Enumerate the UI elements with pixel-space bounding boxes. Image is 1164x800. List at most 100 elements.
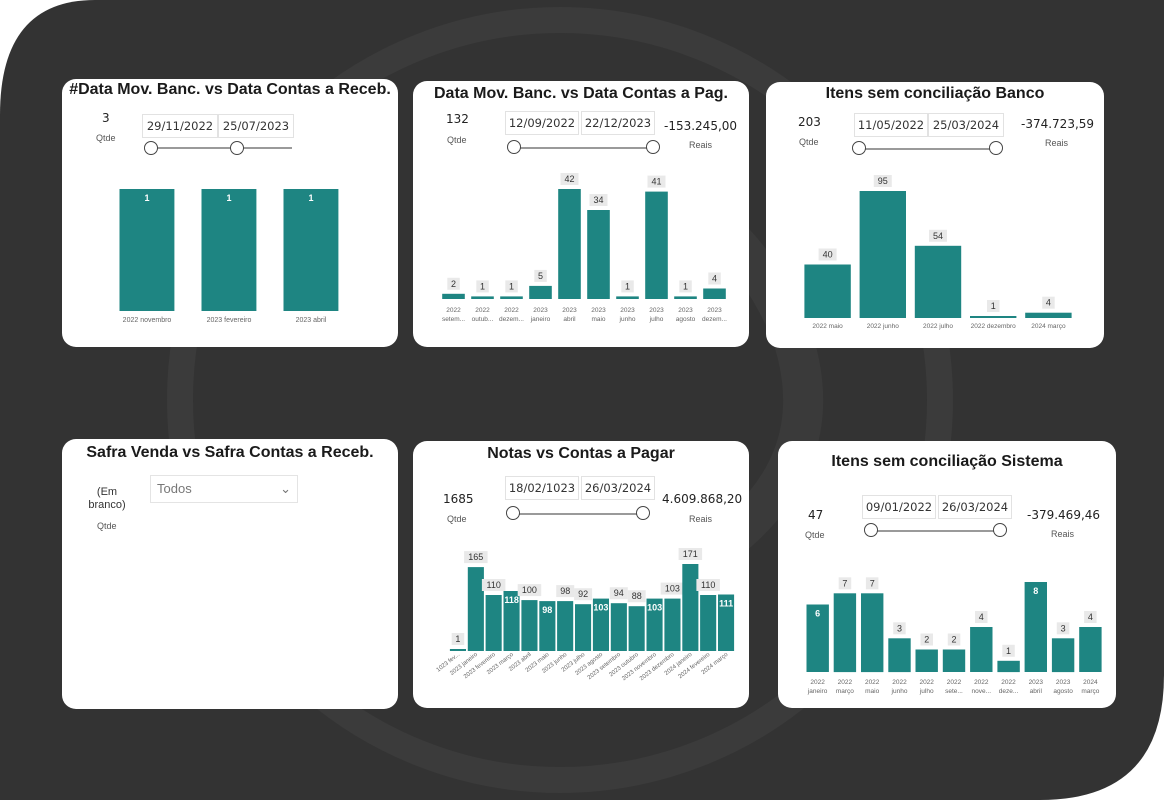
bar[interactable] — [610, 603, 627, 651]
date-start-input[interactable]: 11/05/2022 — [854, 113, 928, 137]
bar[interactable] — [592, 598, 609, 651]
data-label: 41 — [651, 177, 661, 187]
bar[interactable] — [442, 293, 465, 299]
data-label: 2 — [924, 635, 929, 645]
date-slider-track[interactable] — [152, 147, 292, 149]
bar[interactable] — [859, 191, 906, 318]
bar[interactable] — [861, 593, 884, 673]
date-end-input[interactable]: 26/03/2024 — [938, 495, 1012, 519]
date-start-input[interactable]: 18/02/1023 — [505, 476, 579, 500]
card-itens-sem-conciliacao-sistema: Itens sem conciliação Sistema 47 Qtde 09… — [778, 441, 1116, 708]
category-label: 2023 — [649, 307, 664, 314]
category-label: 2023 — [1056, 679, 1071, 686]
bar[interactable] — [587, 210, 610, 299]
bar[interactable] — [521, 600, 538, 651]
count-label: Qtde — [799, 137, 819, 147]
date-slider-track[interactable] — [513, 513, 643, 515]
date-slider-start-handle[interactable] — [864, 523, 878, 537]
bar[interactable] — [1051, 638, 1075, 673]
bar[interactable] — [485, 595, 502, 651]
category-label: 2023 — [533, 307, 548, 314]
bar[interactable] — [1079, 627, 1102, 672]
bar[interactable] — [646, 598, 663, 651]
date-start-input[interactable]: 29/11/2022 — [142, 114, 218, 138]
data-label-bg — [627, 590, 646, 603]
date-slider-end-handle[interactable] — [636, 506, 650, 520]
bar[interactable] — [616, 296, 639, 299]
category-label: deze... — [999, 688, 1019, 695]
date-slider-end-handle[interactable] — [646, 140, 660, 154]
date-slider-start-handle[interactable] — [507, 140, 521, 154]
bar[interactable] — [718, 594, 735, 652]
bar[interactable] — [628, 606, 645, 651]
category-label: 2023 — [620, 307, 635, 314]
date-slider-track[interactable] — [871, 530, 1001, 532]
bar[interactable] — [674, 296, 697, 299]
bar[interactable] — [1024, 582, 1047, 672]
bar[interactable] — [700, 595, 717, 651]
category-label: 2022 — [475, 307, 490, 314]
date-end-input[interactable]: 22/12/2023 — [581, 111, 655, 135]
bar[interactable] — [703, 288, 726, 300]
bar[interactable] — [806, 604, 829, 673]
bar[interactable] — [283, 189, 339, 311]
date-slider-end-handle[interactable] — [989, 141, 1003, 155]
date-end-input[interactable]: 25/03/2024 — [928, 113, 1004, 137]
bar[interactable] — [471, 296, 494, 299]
amount-label: Reais — [689, 140, 713, 150]
bar[interactable] — [529, 285, 552, 299]
date-slider-end-handle[interactable] — [993, 523, 1007, 537]
dropdown-value: Todos — [157, 481, 192, 496]
bar[interactable] — [1025, 312, 1072, 318]
data-label-bg — [660, 582, 685, 595]
bar[interactable] — [201, 189, 257, 311]
bar[interactable] — [915, 649, 938, 673]
bar[interactable] — [804, 264, 851, 319]
category-label: dezem... — [499, 316, 524, 323]
data-label: 40 — [823, 250, 833, 260]
bar[interactable] — [970, 316, 1017, 318]
date-slider-start-handle[interactable] — [506, 506, 520, 520]
bar[interactable] — [914, 245, 962, 318]
data-label: 103 — [665, 584, 680, 594]
category-label: sete... — [945, 688, 963, 695]
bar[interactable] — [449, 649, 466, 651]
date-start-input[interactable]: 12/09/2022 — [505, 111, 579, 135]
bar[interactable] — [500, 296, 523, 299]
bar[interactable] — [558, 189, 581, 299]
bar[interactable] — [664, 598, 681, 651]
category-label: 2022 — [865, 679, 880, 686]
card-safra-venda-vs-safra-contas-receb: Safra Venda vs Safra Contas a Receb. (Em… — [62, 439, 398, 709]
date-slider-track[interactable] — [860, 148, 998, 150]
date-slider-start-handle[interactable] — [144, 141, 158, 155]
bar[interactable] — [539, 601, 556, 651]
category-label: abril — [1030, 688, 1043, 695]
count-value: 3 — [102, 111, 110, 125]
bar[interactable] — [503, 591, 520, 651]
data-label-bg — [1042, 296, 1055, 309]
date-end-input[interactable]: 26/03/2024 — [581, 476, 655, 500]
category-label: 2022 junho — [867, 323, 900, 330]
bar[interactable] — [557, 601, 574, 651]
date-start-input[interactable]: 09/01/2022 — [862, 495, 936, 519]
bar[interactable] — [888, 638, 911, 673]
data-label: 34 — [593, 195, 603, 205]
bar[interactable] — [833, 593, 857, 673]
card-title: Safra Venda vs Safra Contas a Receb. — [86, 444, 374, 461]
data-label: 1 — [991, 301, 996, 311]
bar[interactable] — [682, 564, 699, 651]
category-label: março — [836, 688, 854, 695]
bar[interactable] — [575, 604, 592, 651]
date-slider-track[interactable] — [515, 147, 655, 149]
bar[interactable] — [997, 660, 1020, 673]
date-slider-start-handle[interactable] — [852, 141, 866, 155]
bar[interactable] — [942, 649, 966, 673]
bar[interactable] — [467, 567, 484, 651]
chevron-down-icon[interactable]: ⌄ — [280, 481, 291, 496]
date-slider-end-handle[interactable] — [230, 141, 244, 155]
date-end-input[interactable]: 25/07/2023 — [218, 114, 294, 138]
bar[interactable] — [970, 627, 993, 672]
safra-dropdown[interactable]: Todos ⌄ — [150, 475, 298, 503]
bar[interactable] — [645, 191, 668, 299]
bar[interactable] — [119, 189, 175, 311]
